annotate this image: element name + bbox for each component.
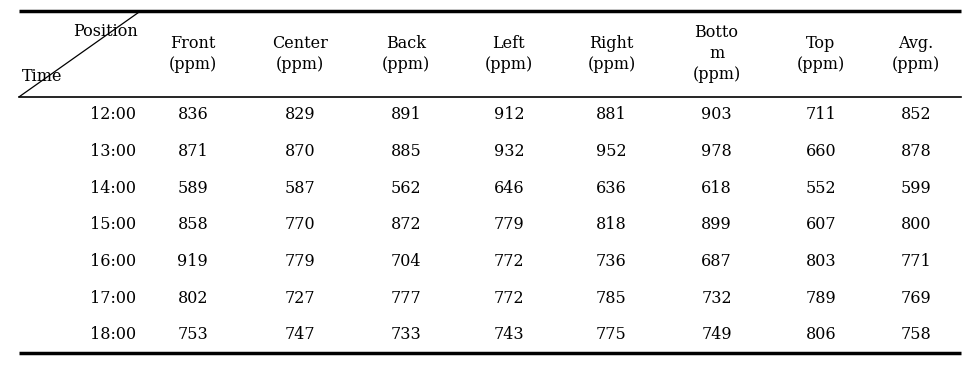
Text: 736: 736 xyxy=(596,253,627,270)
Text: Position: Position xyxy=(73,23,138,40)
Text: 607: 607 xyxy=(805,216,836,233)
Text: 732: 732 xyxy=(701,290,732,307)
Text: 779: 779 xyxy=(285,253,316,270)
Text: Time: Time xyxy=(22,68,63,85)
Text: 899: 899 xyxy=(701,216,732,233)
Text: Botto
m
(ppm): Botto m (ppm) xyxy=(692,24,741,83)
Text: 829: 829 xyxy=(285,106,316,123)
Text: 562: 562 xyxy=(391,180,421,197)
Text: 772: 772 xyxy=(493,253,524,270)
Text: 636: 636 xyxy=(596,180,627,197)
Text: 552: 552 xyxy=(805,180,836,197)
Text: 870: 870 xyxy=(285,143,316,160)
Text: Avg.
(ppm): Avg. (ppm) xyxy=(892,35,940,73)
Text: 789: 789 xyxy=(805,290,836,307)
Text: 769: 769 xyxy=(901,290,931,307)
Text: 589: 589 xyxy=(178,180,208,197)
Text: 912: 912 xyxy=(493,106,524,123)
Text: 771: 771 xyxy=(901,253,931,270)
Text: 872: 872 xyxy=(391,216,421,233)
Text: 885: 885 xyxy=(391,143,421,160)
Text: 978: 978 xyxy=(701,143,732,160)
Text: Right
(ppm): Right (ppm) xyxy=(587,35,636,73)
Text: 903: 903 xyxy=(701,106,732,123)
Text: Left
(ppm): Left (ppm) xyxy=(485,35,533,73)
Text: 753: 753 xyxy=(178,326,208,343)
Text: 858: 858 xyxy=(178,216,208,233)
Text: 802: 802 xyxy=(178,290,208,307)
Text: 16:00: 16:00 xyxy=(89,253,136,270)
Text: 587: 587 xyxy=(285,180,316,197)
Text: 818: 818 xyxy=(596,216,627,233)
Text: 17:00: 17:00 xyxy=(89,290,136,307)
Text: 775: 775 xyxy=(596,326,627,343)
Text: 18:00: 18:00 xyxy=(89,326,136,343)
Text: 777: 777 xyxy=(391,290,421,307)
Text: 704: 704 xyxy=(391,253,421,270)
Text: 749: 749 xyxy=(701,326,732,343)
Text: 733: 733 xyxy=(391,326,421,343)
Text: 12:00: 12:00 xyxy=(89,106,136,123)
Text: 803: 803 xyxy=(805,253,836,270)
Text: 13:00: 13:00 xyxy=(89,143,136,160)
Text: 852: 852 xyxy=(901,106,931,123)
Text: 806: 806 xyxy=(805,326,836,343)
Text: Front
(ppm): Front (ppm) xyxy=(169,35,217,73)
Text: 747: 747 xyxy=(285,326,316,343)
Text: 881: 881 xyxy=(596,106,627,123)
Text: 711: 711 xyxy=(805,106,836,123)
Text: 919: 919 xyxy=(178,253,208,270)
Text: Center
(ppm): Center (ppm) xyxy=(272,35,328,73)
Text: 687: 687 xyxy=(701,253,732,270)
Text: 14:00: 14:00 xyxy=(89,180,136,197)
Text: 800: 800 xyxy=(901,216,931,233)
Text: Top
(ppm): Top (ppm) xyxy=(796,35,845,73)
Text: 770: 770 xyxy=(285,216,316,233)
Text: 836: 836 xyxy=(178,106,208,123)
Text: 785: 785 xyxy=(596,290,627,307)
Text: 618: 618 xyxy=(701,180,732,197)
Text: 15:00: 15:00 xyxy=(89,216,136,233)
Text: Back
(ppm): Back (ppm) xyxy=(383,35,430,73)
Text: 646: 646 xyxy=(493,180,524,197)
Text: 660: 660 xyxy=(805,143,836,160)
Text: 871: 871 xyxy=(178,143,208,160)
Text: 891: 891 xyxy=(391,106,421,123)
Text: 952: 952 xyxy=(596,143,626,160)
Text: 779: 779 xyxy=(493,216,524,233)
Text: 599: 599 xyxy=(901,180,931,197)
Text: 932: 932 xyxy=(493,143,524,160)
Text: 758: 758 xyxy=(901,326,931,343)
Text: 727: 727 xyxy=(285,290,316,307)
Text: 878: 878 xyxy=(901,143,931,160)
Text: 772: 772 xyxy=(493,290,524,307)
Text: 743: 743 xyxy=(493,326,524,343)
